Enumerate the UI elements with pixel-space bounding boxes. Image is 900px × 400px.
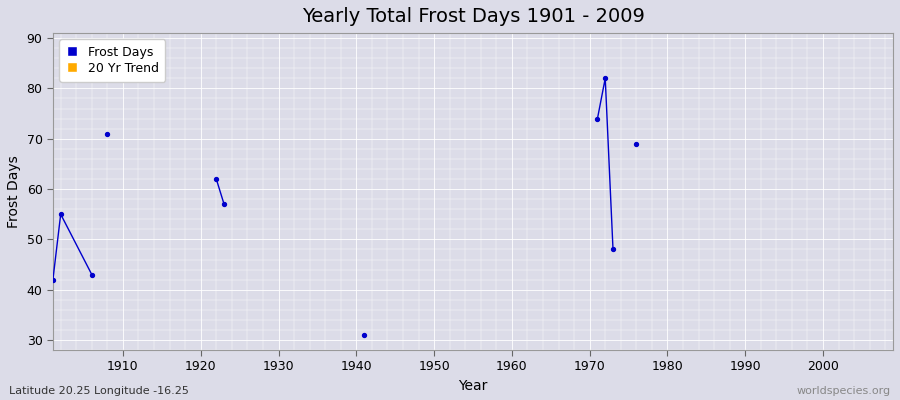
- Point: [217, 201, 231, 207]
- X-axis label: Year: Year: [458, 379, 488, 393]
- Point: [606, 246, 620, 253]
- Point: [598, 75, 612, 82]
- Point: [357, 332, 372, 338]
- Point: [590, 116, 605, 122]
- Point: [100, 130, 114, 137]
- Point: [53, 211, 68, 218]
- Point: [629, 140, 643, 147]
- Text: Latitude 20.25 Longitude -16.25: Latitude 20.25 Longitude -16.25: [9, 386, 189, 396]
- Legend: Frost Days, 20 Yr Trend: Frost Days, 20 Yr Trend: [59, 39, 166, 82]
- Y-axis label: Frost Days: Frost Days: [7, 155, 21, 228]
- Title: Yearly Total Frost Days 1901 - 2009: Yearly Total Frost Days 1901 - 2009: [302, 7, 644, 26]
- Point: [209, 176, 223, 182]
- Text: worldspecies.org: worldspecies.org: [796, 386, 891, 396]
- Point: [85, 272, 99, 278]
- Point: [46, 276, 60, 283]
